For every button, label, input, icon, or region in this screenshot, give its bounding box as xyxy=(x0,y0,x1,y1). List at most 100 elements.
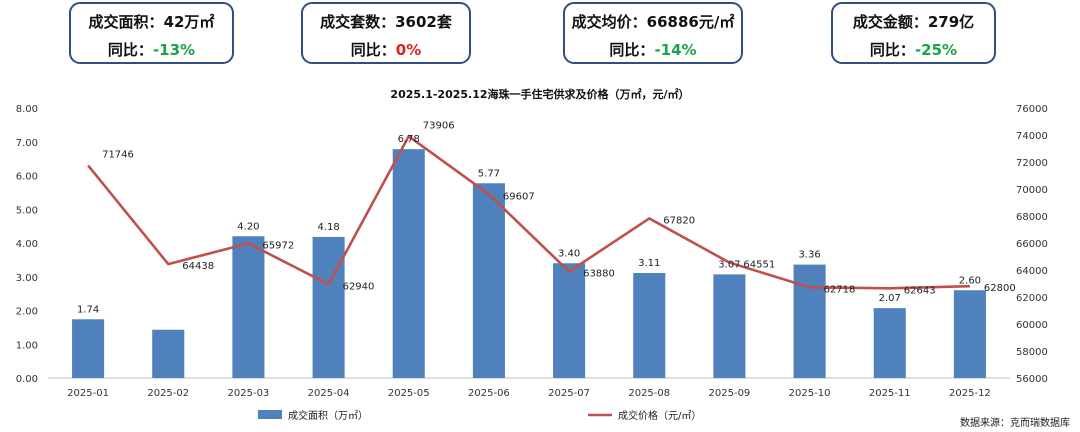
x-tick-label: 2025-10 xyxy=(789,388,831,399)
y-left-tick-label: 6.00 xyxy=(16,172,38,183)
kpi-units-change-line: 同比：0% xyxy=(303,39,469,60)
y-left-tick-label: 2.00 xyxy=(16,307,38,318)
kpi-area-line: 成交面积：42万㎡ xyxy=(71,11,232,32)
legend-label-line: 成交价格（元/㎡） xyxy=(618,409,701,422)
bar-data-label: 3.07 xyxy=(718,259,740,270)
kpi-card-units: 成交套数：3602套 同比：0% xyxy=(301,2,471,64)
kpi-units-line: 成交套数：3602套 xyxy=(303,11,469,32)
bar-data-label: 1.74 xyxy=(77,304,99,315)
bar-data-label: 4.18 xyxy=(317,222,339,233)
bar xyxy=(392,149,425,378)
y-right-tick-label: 56000 xyxy=(1016,374,1048,385)
bar xyxy=(312,236,345,378)
x-tick-label: 2025-07 xyxy=(548,388,590,399)
x-tick-label: 2025-09 xyxy=(709,388,751,399)
kpi-price-change-label: 同比： xyxy=(609,41,655,59)
line-data-label: 64438 xyxy=(182,261,214,272)
kpi-price-change-line: 同比：-14% xyxy=(565,39,741,60)
kpi-area-label: 成交面积： xyxy=(88,13,164,31)
kpi-amount-value: 279亿 xyxy=(927,13,975,31)
y-left-tick-label: 5.00 xyxy=(16,205,38,216)
kpi-price-value: 66886元/㎡ xyxy=(646,13,735,31)
y-right-tick-label: 60000 xyxy=(1016,320,1048,331)
line-data-label: 62940 xyxy=(343,281,375,292)
kpi-area-change-label: 同比： xyxy=(107,41,153,59)
kpi-units-value: 3602套 xyxy=(395,13,452,31)
x-tick-label: 2025-02 xyxy=(147,388,189,399)
y-right-tick-label: 76000 xyxy=(1016,104,1048,115)
chart-title: 2025.1-2025.12海珠一手住宅供求及价格（万㎡，元/㎡） xyxy=(390,87,689,101)
legend-label-bar: 成交面积（万㎡） xyxy=(288,409,368,422)
bar xyxy=(152,329,185,378)
y-left-tick-label: 8.00 xyxy=(16,104,38,115)
line-data-label: 64551 xyxy=(743,260,775,271)
bar xyxy=(232,236,265,378)
kpi-units-label: 成交套数： xyxy=(320,13,396,31)
x-tick-label: 2025-11 xyxy=(869,388,911,399)
bar xyxy=(713,274,746,378)
bar-data-label: 3.36 xyxy=(798,250,820,261)
bar-data-label: 2.60 xyxy=(959,275,981,286)
x-tick-label: 2025-01 xyxy=(67,388,109,399)
x-tick-label: 2025-05 xyxy=(388,388,430,399)
y-right-tick-label: 66000 xyxy=(1016,239,1048,250)
x-tick-label: 2025-06 xyxy=(468,388,510,399)
bar-data-label: 4.20 xyxy=(237,221,259,232)
x-tick-label: 2025-08 xyxy=(628,388,670,399)
kpi-price-change: -14% xyxy=(654,41,697,59)
bar xyxy=(793,264,826,378)
bar-series-area xyxy=(72,149,986,378)
legend-swatch-bar xyxy=(258,410,282,419)
y-left-tick-label: 4.00 xyxy=(16,239,38,250)
kpi-amount-line: 成交金额：279亿 xyxy=(833,11,994,32)
kpi-card-area: 成交面积：42万㎡ 同比：-13% xyxy=(69,2,234,64)
kpi-amount-change-line: 同比：-25% xyxy=(833,39,994,60)
kpi-price-label: 成交均价： xyxy=(571,13,647,31)
kpi-area-change-line: 同比：-13% xyxy=(71,39,232,60)
chart-axes: 0.00 1.00 2.00 3.00 4.00 5.00 6.00 7.00 8.00 5600… xyxy=(16,104,1048,399)
y-right-tick-label: 74000 xyxy=(1016,131,1048,142)
y-left-tick-label: 3.00 xyxy=(16,273,38,284)
y-right-tick-label: 70000 xyxy=(1016,185,1048,196)
line-data-label: 67820 xyxy=(663,215,695,226)
kpi-units-change: 0% xyxy=(395,41,422,59)
bar xyxy=(953,290,986,378)
y-right-tick-label: 58000 xyxy=(1016,347,1048,358)
bar xyxy=(633,273,666,378)
line-data-label: 62643 xyxy=(904,285,936,296)
kpi-amount-change-label: 同比： xyxy=(869,41,915,59)
y-left-tick-label: 1.00 xyxy=(16,340,38,351)
bar-data-label: 5.77 xyxy=(478,168,500,179)
line-data-label: 73906 xyxy=(423,120,455,131)
line-data-label: 69607 xyxy=(503,191,535,202)
bar xyxy=(553,263,586,378)
bar-data-label: 3.11 xyxy=(638,258,660,269)
line-data-label: 62718 xyxy=(824,284,856,295)
source-note: 数据来源：克而瑞数据库 xyxy=(960,418,1070,429)
data-labels: 1.74 4.20 4.18 6.78 5.77 3.40 3.11 3.07 3.36 2.07… xyxy=(77,120,1016,315)
kpi-units-change-label: 同比： xyxy=(350,41,396,59)
kpi-card-price: 成交均价：66886元/㎡ 同比：-14% xyxy=(563,2,743,64)
bar xyxy=(873,308,906,378)
bar xyxy=(72,319,105,378)
y-right-tick-label: 64000 xyxy=(1016,266,1048,277)
x-tick-label: 2025-04 xyxy=(308,388,350,399)
bar-data-label: 6.78 xyxy=(398,134,420,145)
x-tick-label: 2025-12 xyxy=(949,388,991,399)
kpi-area-change: -13% xyxy=(152,41,196,59)
y-right-tick-label: 72000 xyxy=(1016,158,1048,169)
line-data-label: 71746 xyxy=(102,149,134,160)
y-left-tick-label: 0.00 xyxy=(16,374,38,385)
bar-data-label: 3.40 xyxy=(558,248,580,259)
line-data-label: 65972 xyxy=(262,240,294,251)
line-series-price xyxy=(87,134,971,290)
kpi-amount-change: -25% xyxy=(914,41,958,59)
kpi-area-value: 42万㎡ xyxy=(163,13,215,31)
kpi-price-line: 成交均价：66886元/㎡ xyxy=(565,11,741,32)
legend: 成交面积（万㎡） 成交价格（元/㎡） xyxy=(258,409,701,422)
line-data-label: 63880 xyxy=(583,269,615,280)
kpi-card-amount: 成交金额：279亿 同比：-25% xyxy=(831,2,996,64)
price-line xyxy=(87,134,970,290)
x-tick-label: 2025-03 xyxy=(228,388,270,399)
